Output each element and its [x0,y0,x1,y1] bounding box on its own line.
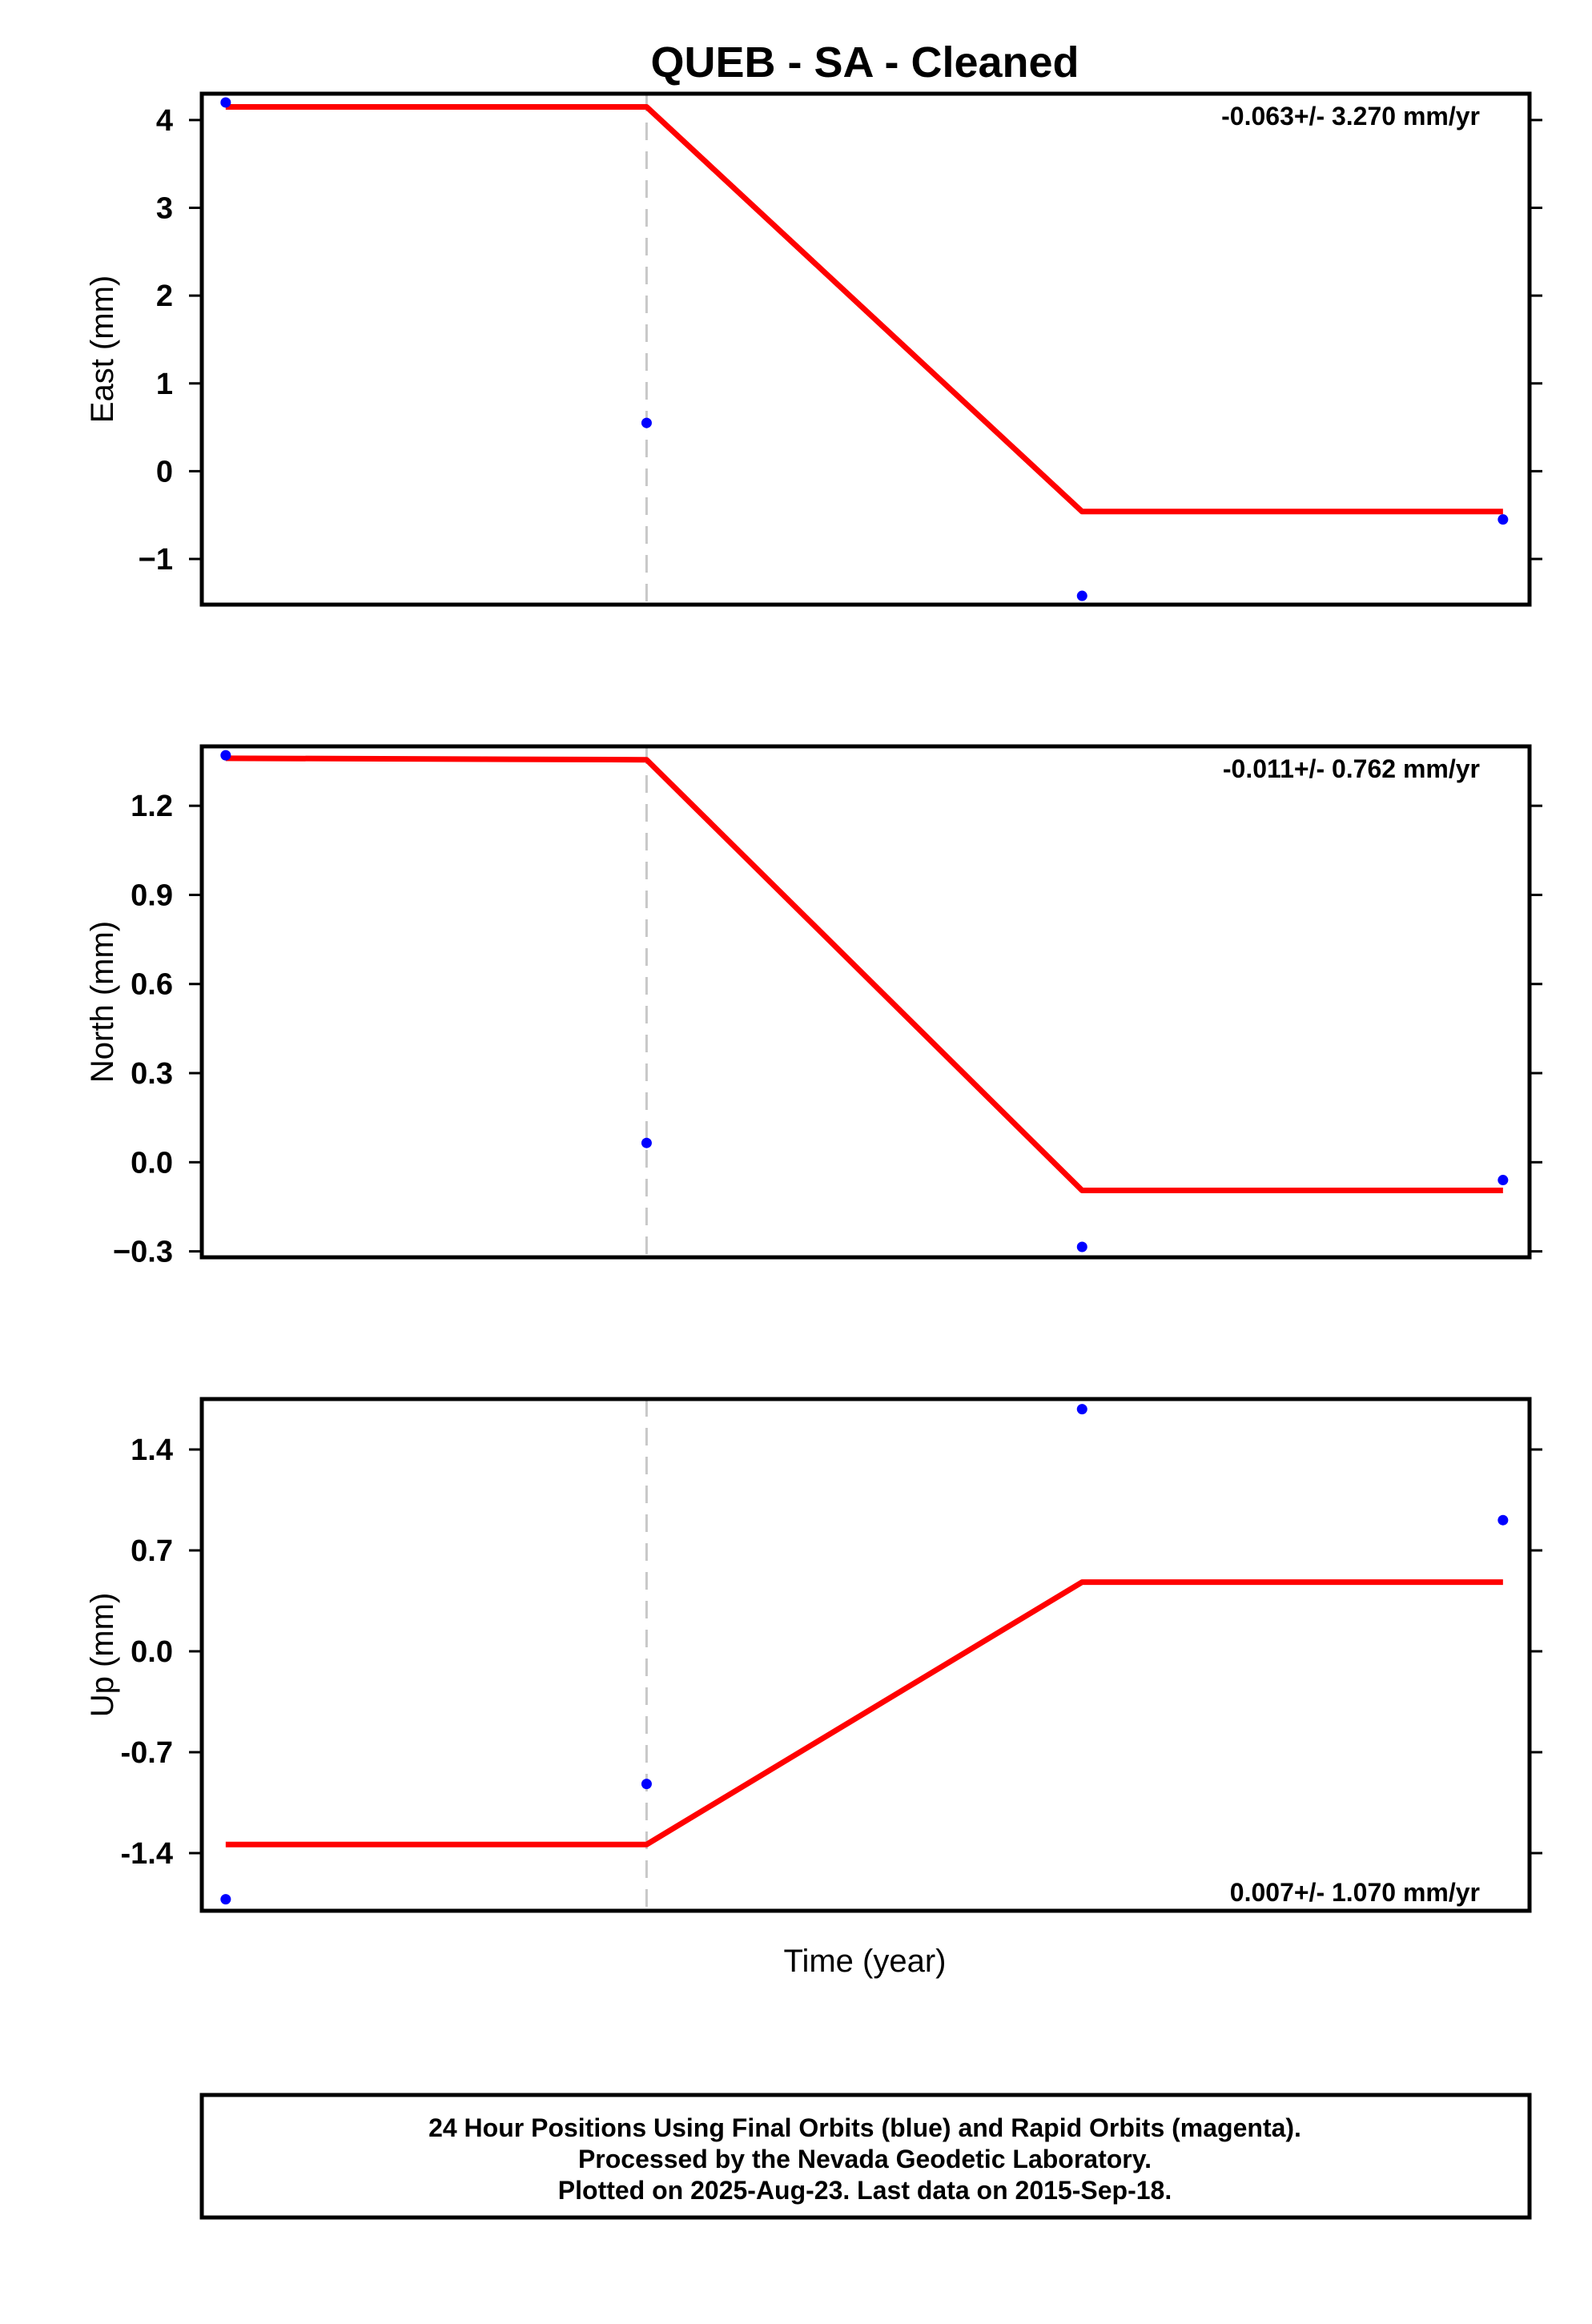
up-data-point [220,1894,231,1905]
east-ytick-label: 4 [156,104,173,138]
up-plot-frame [199,1397,1532,1913]
north-ytick-label: 0.0 [131,1146,173,1180]
footer-line-3: Plotted on 2025-Aug-23. Last data on 201… [558,2176,1172,2205]
footer-line-2: Processed by the Nevada Geodetic Laborat… [578,2145,1152,2173]
east-data-point [641,417,652,428]
up-ytick-label: -0.7 [121,1736,173,1770]
east-plot-frame [199,91,1532,607]
north-data-point [1076,1241,1087,1252]
up-model-line [225,1579,1503,1848]
east-ytick-label: 3 [156,192,173,226]
x-axis-label: Time (year) [784,1944,947,1979]
east-model-line [225,103,1503,515]
up-ytick-label: -1.4 [121,1837,173,1871]
up-data-point [641,1779,652,1790]
up-data-point [1076,1404,1087,1415]
north-rate-label: -0.011+/- 0.762 mm/yr [1223,754,1480,783]
north-ytick-label: 1.2 [131,790,173,823]
footer-box [199,2093,1532,2220]
up-panel: 1.4 0.7 0.0 -0.7 -1.4 Up (mm) 0.007+/- 1.070 m… [85,1397,1542,1913]
up-ytick-label: 1.4 [131,1433,173,1467]
panels: 4 3 2 1 0 −1 East (mm) -0.063+/- 3.270 mm/yr 1.2… [85,91,1542,1913]
north-ytick-label: 0.3 [131,1057,173,1091]
north-ytick-label: 0.6 [131,968,173,1002]
east-data-point [1498,514,1509,525]
east-ytick-label: 0 [156,455,173,489]
north-data-point [220,750,231,761]
up-ytick-label: 0.7 [131,1534,173,1568]
east-data-point [220,97,231,108]
north-ytick-label: −0.3 [113,1236,173,1269]
north-ytick-label: 0.9 [131,879,173,912]
north-panel: 1.2 0.9 0.6 0.3 0.0 −0.3 North (mm) -0.011+/- 0… [85,744,1542,1269]
east-ytick-label: 2 [156,279,173,313]
east-ytick-label: 1 [156,368,173,401]
north-plot-frame [199,744,1532,1260]
east-ytick-label: −1 [139,543,173,577]
footer-line-1: 24 Hour Positions Using Final Orbits (bl… [428,2113,1301,2142]
east-y-axis-label: East (mm) [85,275,120,423]
chart-title: QUEB - SA - Cleaned [650,38,1079,86]
north-data-point [641,1137,652,1148]
north-y-axis-label: North (mm) [85,921,120,1083]
up-y-axis-label: Up (mm) [85,1593,120,1718]
up-ytick-label: 0.0 [131,1635,173,1669]
east-panel: 4 3 2 1 0 −1 East (mm) -0.063+/- 3.270 mm/yr [85,91,1542,607]
up-data-point [1498,1514,1509,1526]
east-data-point [1076,590,1087,601]
up-rate-label: 0.007+/- 1.070 mm/yr [1230,1878,1480,1907]
north-data-point [1498,1175,1509,1186]
north-model-line [225,755,1503,1194]
east-rate-label: -0.063+/- 3.270 mm/yr [1221,102,1480,131]
